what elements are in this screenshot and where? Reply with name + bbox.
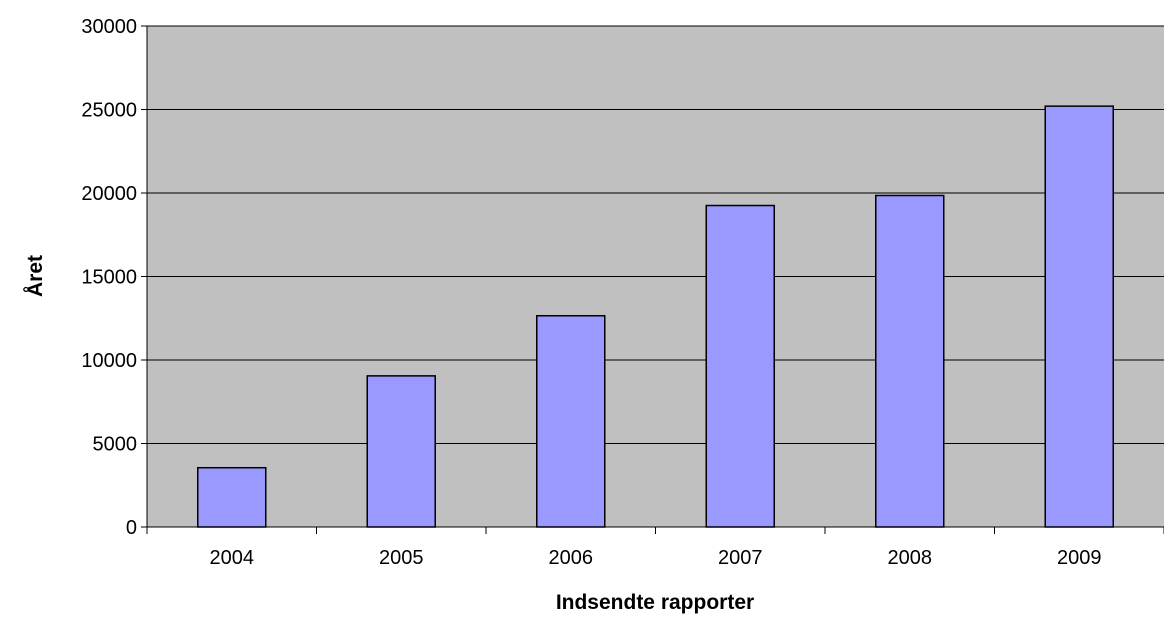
bar-2008[interactable] bbox=[875, 194, 945, 528]
bar-2005[interactable] bbox=[366, 375, 436, 528]
x-axis-title: Indsendte rapporter bbox=[556, 591, 754, 614]
bar-2004[interactable] bbox=[197, 466, 267, 528]
x-tick-label: 2008 bbox=[888, 547, 933, 569]
y-tick-label: 5000 bbox=[93, 434, 138, 456]
y-tick-label: 15000 bbox=[81, 267, 137, 289]
x-tick-label: 2004 bbox=[210, 547, 255, 569]
x-tick-label: 2006 bbox=[549, 547, 594, 569]
x-tick-label: 2005 bbox=[379, 547, 424, 569]
y-axis-title: Året bbox=[23, 255, 47, 297]
x-tick-label: 2007 bbox=[718, 547, 763, 569]
y-tick-label: 30000 bbox=[81, 16, 137, 38]
x-tick-label: 2009 bbox=[1057, 547, 1102, 569]
y-tick-label: 10000 bbox=[81, 350, 137, 372]
y-axis-ticks: 0 5000 10000 15000 20000 25000 30000 bbox=[81, 16, 147, 539]
x-axis-ticks: 2004 2005 2006 2007 2008 2009 bbox=[146, 527, 1164, 569]
bar-2006[interactable] bbox=[536, 314, 606, 528]
bar-2009[interactable] bbox=[1044, 105, 1114, 528]
bar-2007[interactable] bbox=[705, 204, 775, 528]
gridlines bbox=[147, 25, 1164, 444]
y-tick-label: 0 bbox=[126, 517, 137, 539]
y-tick-label: 25000 bbox=[81, 100, 137, 122]
y-tick-label: 20000 bbox=[81, 183, 137, 205]
bars bbox=[197, 105, 1114, 528]
